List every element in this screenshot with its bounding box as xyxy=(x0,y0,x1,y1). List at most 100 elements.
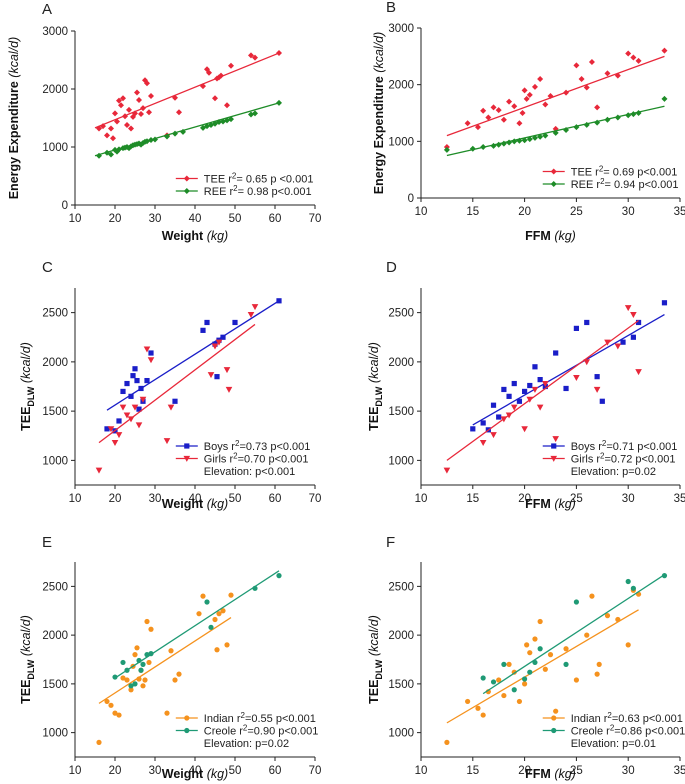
data-point-creole xyxy=(625,578,631,585)
x-tick-label: 35 xyxy=(674,765,685,777)
x-axis-unit: (kg) xyxy=(207,767,229,781)
data-point-girls xyxy=(510,404,518,411)
data-point-girls xyxy=(163,438,171,445)
x-tick-label: 60 xyxy=(269,213,282,225)
data-point-tee xyxy=(614,72,621,79)
data-point-tee xyxy=(573,62,580,69)
data-point-indian xyxy=(200,593,206,599)
y-tick-label: 1000 xyxy=(388,136,414,148)
data-point-indian xyxy=(116,712,122,718)
data-point-indian xyxy=(140,683,146,689)
data-point-creole xyxy=(140,661,146,667)
data-point-indian xyxy=(625,642,631,648)
data-point-girls xyxy=(443,467,451,474)
data-point-girls xyxy=(135,422,143,429)
data-point-girls xyxy=(211,343,219,350)
legend-label: Indian r xyxy=(204,713,241,725)
data-point-creole xyxy=(563,661,569,667)
x-tick-label: 15 xyxy=(466,206,479,218)
legend-entry-girls: Girls r2=0.72 p<0.001 xyxy=(571,452,676,466)
data-point-boys xyxy=(232,319,238,326)
panel-d: D 10 15 20 25 30 35 1000 1500 2000 2500 FFM (kg) TEE… xyxy=(367,259,685,511)
y-tick-label: 1000 xyxy=(388,455,414,467)
data-point-tee xyxy=(110,135,116,142)
data-point-ree xyxy=(172,130,178,137)
data-point-tee xyxy=(531,83,538,90)
data-point-boys xyxy=(506,393,512,399)
data-point-indian xyxy=(465,698,471,705)
x-tick-label: 10 xyxy=(415,493,428,505)
x-axis-unit: (kg) xyxy=(554,767,576,781)
data-point-indian xyxy=(537,618,543,625)
legend-label: TEE r xyxy=(204,174,232,186)
data-point-girls xyxy=(225,386,233,393)
data-point-tee xyxy=(630,54,637,61)
data-point-creole xyxy=(501,661,507,667)
legend-swatch-marker xyxy=(184,715,190,721)
x-tick-label: 30 xyxy=(149,213,162,225)
data-point-boys xyxy=(470,426,476,432)
data-point-indian xyxy=(228,592,234,598)
data-point-boys xyxy=(144,377,150,384)
data-point-indian xyxy=(148,626,154,632)
data-point-creole xyxy=(132,681,138,687)
legend-swatch-marker xyxy=(551,715,557,721)
x-tick-label: 50 xyxy=(229,765,242,777)
data-point-girls xyxy=(143,346,151,353)
data-point-boys xyxy=(130,373,136,379)
data-point-indian xyxy=(524,642,530,648)
x-axis-unit: (kg) xyxy=(554,497,576,511)
data-point-indian xyxy=(132,652,138,658)
x-tick-label: 70 xyxy=(309,213,322,225)
panel-letter: D xyxy=(386,259,397,276)
data-point-tee xyxy=(635,57,642,64)
x-axis-title: FFM (kg) xyxy=(525,497,576,511)
legend-entry-ree: REE r2= 0.98 p<0.001 xyxy=(204,184,312,198)
series-tee xyxy=(94,50,282,142)
legend-label: REE r xyxy=(204,186,234,198)
data-point-indian xyxy=(553,708,559,714)
data-point-tee xyxy=(464,120,471,127)
data-point-tee xyxy=(116,97,122,104)
data-point-creole xyxy=(573,599,580,605)
legend-entry-ree: REE r2= 0.94 p<0.001 xyxy=(571,177,679,191)
data-point-girls xyxy=(630,311,637,318)
y-tick-label: 1500 xyxy=(388,679,414,691)
y-axis-title: Energy Expenditure (kcal/d) xyxy=(372,32,386,195)
y-tick-label: 2500 xyxy=(42,581,68,593)
legend-stats: = 0.94 p<0.001 xyxy=(605,179,679,191)
x-tick-label: 25 xyxy=(570,765,583,777)
data-point-tee xyxy=(588,59,595,65)
data-point-girls xyxy=(531,386,539,393)
data-point-tee xyxy=(148,92,154,99)
data-point-indian xyxy=(584,632,590,638)
data-point-boys xyxy=(104,426,110,432)
data-point-ree xyxy=(604,116,611,123)
x-tick-label: 30 xyxy=(622,493,635,505)
data-point-girls xyxy=(95,467,103,474)
data-point-tee xyxy=(480,107,487,114)
data-point-girls xyxy=(635,369,642,376)
data-point-boys xyxy=(116,418,122,424)
x-tick-label: 50 xyxy=(229,493,242,505)
legend-label: Boys r xyxy=(204,441,236,453)
data-point-tee xyxy=(218,72,224,79)
y-axis-unit: (kcal/d) xyxy=(367,615,381,656)
data-point-boys xyxy=(490,402,497,408)
y-tick-label: 2000 xyxy=(42,630,68,642)
data-point-girls xyxy=(536,404,544,411)
data-point-girls xyxy=(107,426,115,433)
data-point-tee xyxy=(519,110,526,116)
legend-label: Girls r xyxy=(571,454,601,466)
legend-swatch-marker xyxy=(184,443,190,449)
data-point-boys xyxy=(132,366,138,372)
data-point-boys xyxy=(661,300,668,306)
data-point-girls xyxy=(526,396,534,403)
data-point-girls xyxy=(247,311,255,318)
y-tick-label: 1000 xyxy=(42,728,68,740)
data-point-boys xyxy=(220,334,226,340)
data-point-tee xyxy=(96,125,102,132)
panel-f: F 10 15 20 25 30 35 1000 1500 2000 2500 FFM (kg) TEE… xyxy=(367,534,685,781)
data-point-ree xyxy=(614,114,621,121)
